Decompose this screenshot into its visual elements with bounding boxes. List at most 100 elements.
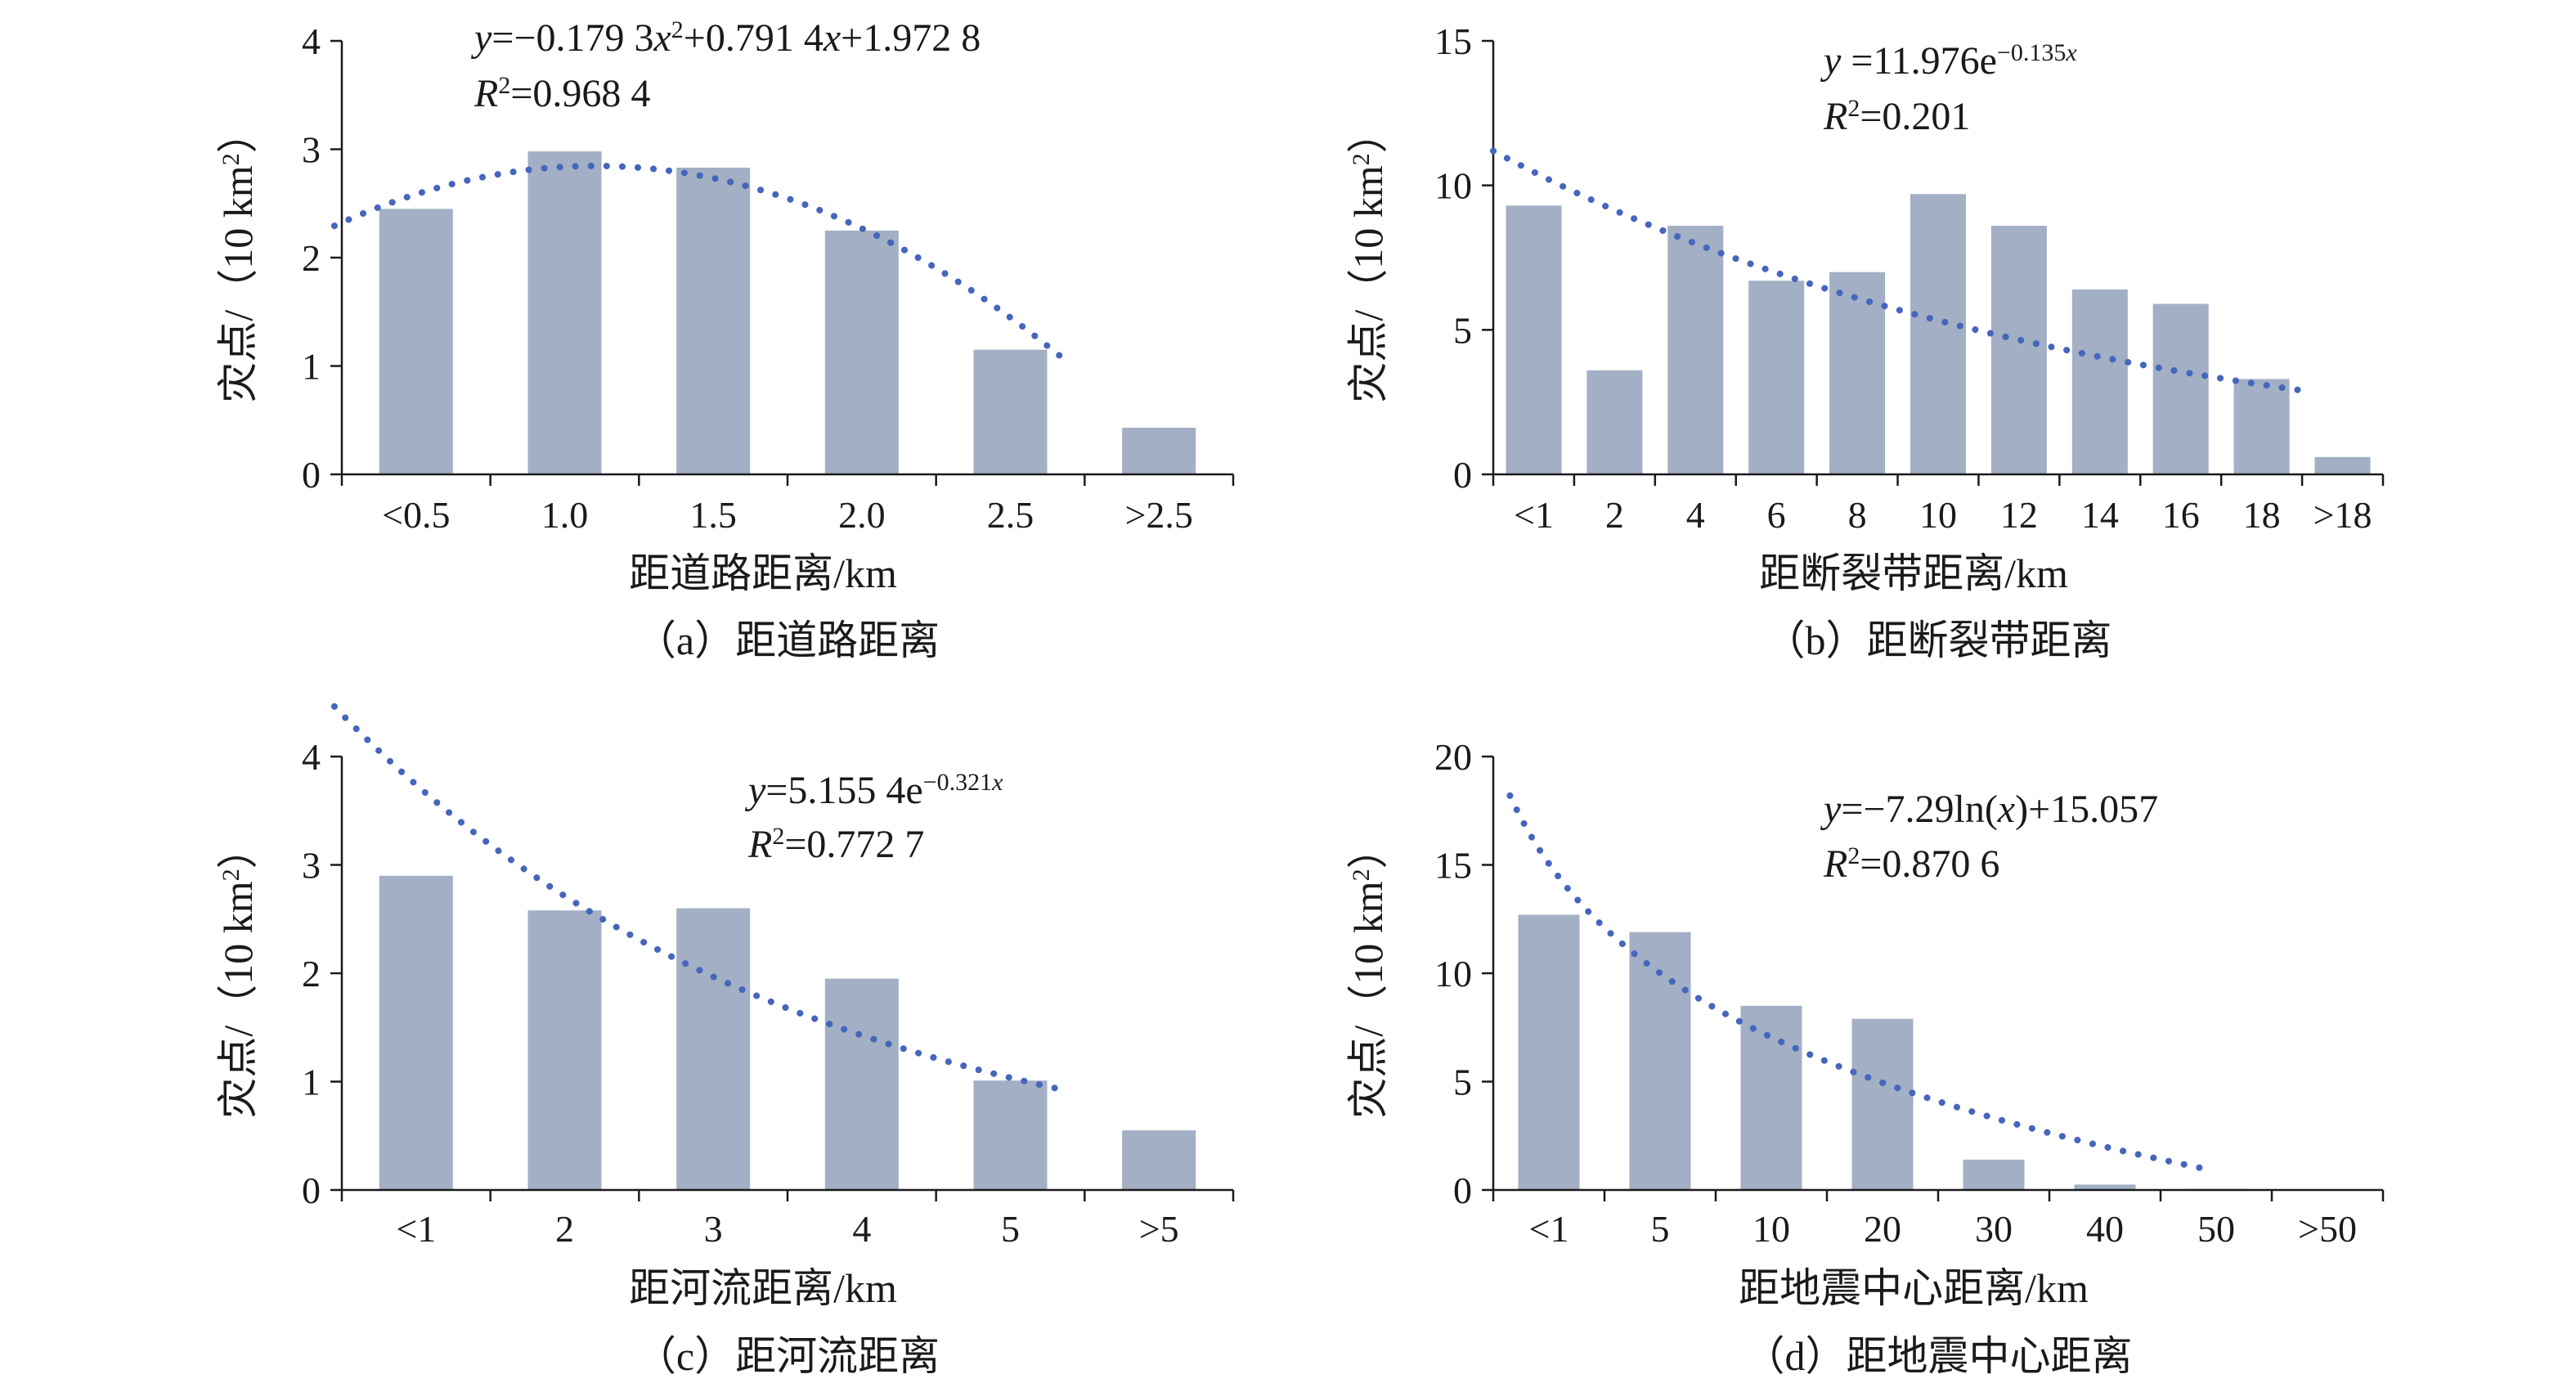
y-axis-label: 灾点/（10 km2）	[215, 112, 261, 402]
r-squared: R2=0.201	[1823, 95, 1970, 139]
x-axis-label: 距河流距离/km	[629, 1265, 897, 1311]
x-tick-label: <0.5	[382, 494, 450, 536]
y-tick-label: 5	[1453, 1062, 1472, 1103]
bar	[2071, 289, 2128, 474]
bar	[1963, 1159, 2025, 1190]
x-tick-label: 3	[704, 1208, 723, 1250]
bar	[1740, 1005, 1802, 1191]
y-tick-label: 1	[302, 1062, 321, 1103]
y-tick-label: 15	[1434, 20, 1472, 62]
bar	[676, 908, 751, 1190]
x-tick-label: 4	[1686, 494, 1705, 536]
x-tick-label: 30	[1975, 1208, 2013, 1250]
y-tick-label: 10	[1434, 165, 1472, 207]
y-tick-label: 4	[302, 736, 321, 778]
y-tick-label: 10	[1434, 953, 1472, 995]
y-tick-label: 0	[302, 1170, 321, 1211]
bar	[676, 168, 751, 474]
trend-line	[330, 703, 1066, 1093]
trend-equation: y=5.155 4e−0.321x	[744, 769, 1003, 813]
x-tick-label: 2.0	[838, 494, 886, 536]
bar	[1851, 1018, 1914, 1190]
bar	[824, 978, 899, 1190]
y-tick-label: 0	[1453, 1170, 1472, 1211]
panel-caption: （a）距道路距离	[635, 617, 940, 663]
bar	[1748, 281, 1805, 474]
x-tick-label: 12	[2000, 494, 2038, 536]
chart-panel: 0 1 2 3 4 <1 2 3 4 5 >5 y=5.155 4e−0.321x R2=0.772 7…	[215, 703, 1235, 1379]
x-tick-label: 14	[2081, 494, 2119, 536]
bar	[2314, 456, 2371, 474]
trend-equation: y=−0.179 3x2+0.791 4x+1.972 8	[470, 16, 981, 61]
chart-panel: 0 1 2 3 4 <0.5 1.0 1.5 2.0 2.5 >2.5 y=−0.179 3x2+0.…	[215, 16, 1235, 663]
bar	[527, 910, 602, 1190]
r-squared: R2=0.968 4	[473, 72, 650, 116]
bar	[2152, 303, 2209, 474]
panel-caption: （d）距地震中心距离	[1744, 1333, 2133, 1379]
bar	[1990, 226, 2047, 474]
x-tick-label: 4	[852, 1208, 871, 1250]
chart-panel: 0 5 10 15 <1 2 4 6 8 10 12 14 16 18 >18 y =11.976e−0.13…	[1345, 20, 2385, 663]
x-tick-label: 18	[2243, 494, 2281, 536]
bar	[2233, 379, 2290, 474]
bar	[1829, 272, 1886, 474]
r-squared: R2=0.870 6	[1823, 842, 1999, 887]
x-tick-label: 2	[1605, 494, 1624, 536]
panel-caption: （c）距河流距离	[635, 1333, 940, 1379]
x-tick-label: 5	[1001, 1208, 1020, 1250]
x-tick-label: 40	[2086, 1208, 2124, 1250]
x-tick-label: >50	[2298, 1208, 2357, 1250]
x-axis-label: 距地震中心距离/km	[1739, 1265, 2089, 1311]
y-tick-label: 20	[1434, 736, 1472, 778]
x-tick-label: >2.5	[1124, 494, 1192, 536]
x-tick-label: >18	[2313, 494, 2372, 536]
y-axis-label: 灾点/（10 km2）	[1345, 828, 1391, 1118]
chart-panel: 0 5 10 15 20 <1 5 10 20 30 40 50 >50 y=−7.29ln(x)+15.…	[1345, 736, 2385, 1379]
panel-caption: （b）距断裂带距离	[1765, 617, 2112, 663]
x-tick-label: <1	[1514, 494, 1554, 536]
x-axis-label: 距道路距离/km	[629, 550, 897, 596]
bar	[1667, 226, 1724, 474]
x-tick-label: 20	[1864, 1208, 1901, 1250]
x-tick-label: 10	[1752, 1208, 1790, 1250]
trend-equation: y=−7.29ln(x)+15.057	[1820, 788, 2158, 831]
r-squared: R2=0.772 7	[747, 823, 924, 867]
x-tick-label: 2	[555, 1208, 574, 1250]
bar	[379, 875, 453, 1191]
y-tick-label: 3	[302, 129, 321, 171]
y-axis-label: 灾点/（10 km2）	[1345, 112, 1391, 402]
trend-line	[330, 162, 1066, 361]
bar	[824, 230, 899, 474]
y-tick-label: 3	[302, 845, 321, 887]
x-axis-label: 距断裂带距离/km	[1759, 550, 2068, 596]
y-tick-label: 0	[302, 454, 321, 496]
y-axis-label: 灾点/（10 km2）	[215, 828, 261, 1118]
x-tick-label: 16	[2162, 494, 2200, 536]
y-tick-label: 0	[1453, 454, 1472, 496]
y-tick-label: 5	[1453, 309, 1472, 351]
bar	[1910, 194, 1966, 475]
bar	[1586, 370, 1643, 474]
bar	[1506, 205, 1562, 474]
y-tick-label: 15	[1434, 845, 1472, 887]
x-tick-label: 5	[1651, 1208, 1670, 1250]
x-tick-label: 50	[2197, 1208, 2235, 1250]
bar	[527, 151, 602, 474]
y-tick-label: 2	[302, 953, 321, 995]
y-tick-label: 2	[302, 237, 321, 279]
bar	[379, 209, 453, 474]
bar	[1518, 914, 1580, 1190]
x-tick-label: <1	[396, 1208, 436, 1250]
y-tick-label: 1	[302, 346, 321, 388]
y-tick-label: 4	[302, 20, 321, 62]
x-tick-label: 1.5	[689, 494, 737, 536]
bar	[2074, 1184, 2136, 1190]
trend-line	[1490, 147, 2306, 394]
x-tick-label: 10	[1919, 494, 1957, 536]
x-tick-label: <1	[1529, 1208, 1569, 1250]
bar	[973, 1080, 1048, 1190]
x-tick-label: 8	[1848, 494, 1867, 536]
x-tick-label: 6	[1767, 494, 1786, 536]
x-tick-label: >5	[1139, 1208, 1179, 1250]
